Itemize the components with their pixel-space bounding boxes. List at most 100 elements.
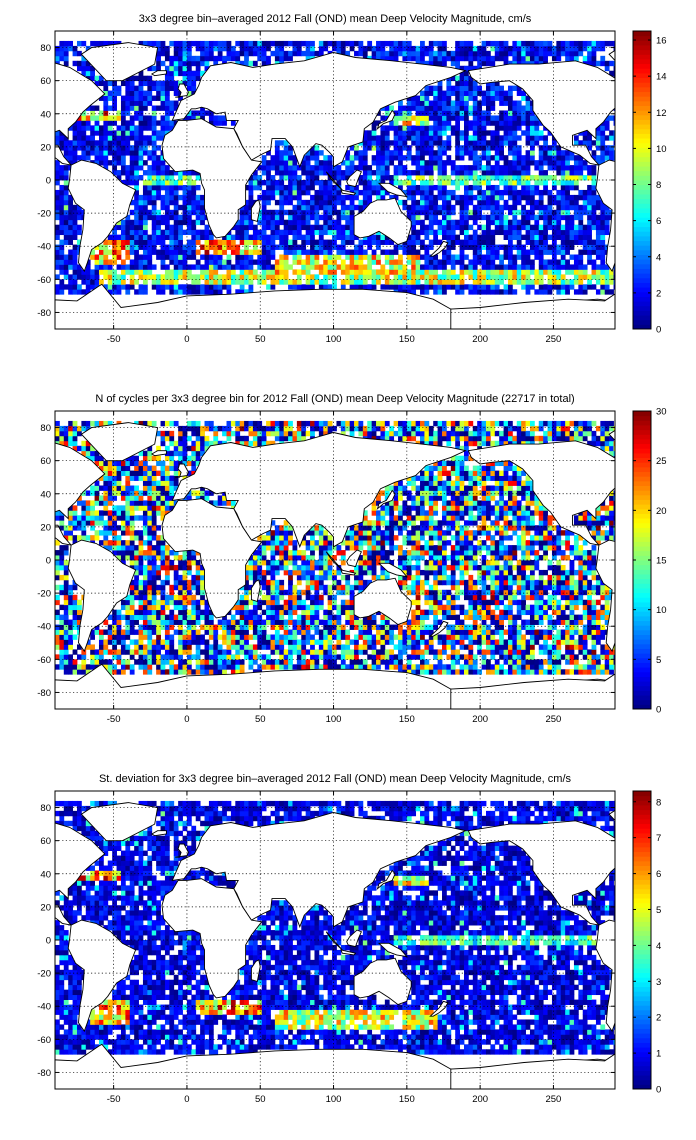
velocity-data-cell bbox=[516, 60, 522, 67]
velocity-data-cell bbox=[186, 189, 192, 196]
velocity-data-cell bbox=[538, 259, 544, 265]
velocity-data-cell bbox=[582, 204, 588, 211]
velocity-data-cell bbox=[499, 155, 504, 161]
velocity-data-cell bbox=[279, 279, 285, 285]
velocity-data-cell bbox=[305, 249, 311, 255]
velocity-data-cell bbox=[94, 160, 100, 166]
velocity-data-cell bbox=[204, 289, 210, 295]
velocity-data-cell bbox=[481, 50, 487, 57]
velocity-data-cell bbox=[323, 160, 329, 166]
velocity-data-cell bbox=[345, 264, 351, 270]
velocity-data-cell bbox=[134, 279, 139, 285]
velocity-data-cell bbox=[72, 229, 78, 236]
velocity-data-cell bbox=[336, 175, 342, 181]
velocity-data-cell bbox=[129, 155, 135, 161]
cycles-data-cell bbox=[147, 639, 153, 645]
velocity-data-cell bbox=[134, 165, 139, 171]
velocity-data-cell bbox=[248, 50, 254, 57]
velocity-data-cell bbox=[160, 244, 166, 250]
velocity-data-cell bbox=[173, 249, 179, 255]
velocity-data-cell bbox=[507, 125, 513, 131]
velocity-data-cell bbox=[362, 284, 368, 290]
cycles-data-cell bbox=[560, 639, 566, 645]
velocity-colorbar-tick-label: 2 bbox=[656, 288, 661, 299]
velocity-data-cell bbox=[55, 224, 60, 231]
velocity-data-cell bbox=[613, 150, 615, 156]
velocity-data-cell bbox=[389, 180, 395, 186]
cycles-data-cell bbox=[208, 654, 214, 660]
velocity-data-cell bbox=[521, 264, 526, 270]
velocity-data-cell bbox=[156, 209, 161, 216]
velocity-data-cell bbox=[529, 105, 535, 111]
velocity-data-cell bbox=[134, 95, 139, 101]
velocity-colorbar-swatch bbox=[633, 156, 651, 162]
velocity-colorbar-swatch bbox=[633, 259, 651, 265]
velocity-data-cell bbox=[609, 130, 614, 136]
velocity-data-cell bbox=[560, 264, 566, 270]
velocity-data-cell bbox=[76, 120, 82, 126]
cycles-data-cell bbox=[428, 644, 434, 650]
velocity-data-cell bbox=[156, 50, 161, 57]
velocity-data-cell bbox=[222, 120, 227, 126]
velocity-data-cell bbox=[213, 289, 219, 295]
cycles-data-cell bbox=[230, 644, 236, 650]
velocity-data-cell bbox=[85, 60, 91, 67]
velocity-data-cell bbox=[521, 155, 526, 161]
velocity-data-cell bbox=[411, 249, 417, 255]
velocity-data-cell bbox=[349, 184, 355, 191]
velocity-data-cell bbox=[459, 279, 465, 285]
velocity-data-cell bbox=[63, 284, 69, 290]
velocity-data-cell bbox=[507, 209, 513, 216]
velocity-data-cell bbox=[415, 110, 421, 116]
cycles-data-cell bbox=[442, 669, 447, 675]
velocity-data-cell bbox=[156, 85, 161, 91]
velocity-data-cell bbox=[226, 50, 232, 57]
velocity-data-cell bbox=[543, 175, 548, 181]
cycles-data-cell bbox=[244, 624, 249, 630]
velocity-data-cell bbox=[59, 40, 65, 47]
velocity-data-cell bbox=[477, 204, 482, 211]
cycles-data-cell bbox=[301, 649, 307, 655]
velocity-data-cell bbox=[398, 274, 403, 280]
velocity-data-cell bbox=[411, 254, 417, 260]
velocity-data-cell bbox=[208, 244, 214, 250]
velocity-data-cell bbox=[195, 45, 201, 52]
cycles-data-cell bbox=[490, 664, 496, 670]
velocity-data-cell bbox=[305, 284, 311, 290]
velocity-data-cell bbox=[587, 224, 592, 231]
velocity-data-cell bbox=[98, 269, 104, 275]
velocity-data-cell bbox=[565, 204, 570, 211]
velocity-data-cell bbox=[173, 274, 179, 280]
velocity-data-cell bbox=[138, 254, 144, 260]
velocity-data-cell bbox=[494, 184, 500, 191]
velocity-data-cell bbox=[151, 249, 157, 255]
velocity-data-cell bbox=[569, 224, 575, 231]
cycles-data-cell bbox=[411, 664, 417, 670]
cycles-data-cell bbox=[266, 634, 271, 640]
cycles-data-cell bbox=[569, 639, 575, 645]
velocity-data-cell bbox=[424, 189, 430, 196]
velocity-data-cell bbox=[499, 279, 504, 285]
velocity-data-cell bbox=[521, 284, 526, 290]
velocity-data-cell bbox=[455, 90, 461, 96]
velocity-data-cell bbox=[525, 180, 531, 186]
cycles-data-cell bbox=[569, 649, 575, 655]
velocity-data-cell bbox=[450, 85, 456, 91]
velocity-data-cell bbox=[595, 40, 601, 47]
velocity-data-cell bbox=[499, 219, 504, 226]
cycles-data-cell bbox=[323, 654, 329, 660]
velocity-data-cell bbox=[200, 40, 205, 47]
velocity-data-cell bbox=[389, 160, 395, 166]
cycles-data-cell bbox=[213, 664, 219, 670]
velocity-data-cell bbox=[107, 264, 113, 270]
velocity-data-cell bbox=[534, 135, 540, 141]
velocity-data-cell bbox=[464, 105, 469, 111]
cycles-data-cell bbox=[116, 639, 122, 645]
cycles-data-cell bbox=[279, 654, 285, 660]
velocity-data-cell bbox=[437, 155, 443, 161]
velocity-data-cell bbox=[420, 150, 425, 156]
velocity-data-cell bbox=[437, 219, 443, 226]
velocity-data-cell bbox=[477, 284, 482, 290]
velocity-data-cell bbox=[450, 229, 456, 236]
velocity-data-cell bbox=[595, 264, 601, 270]
